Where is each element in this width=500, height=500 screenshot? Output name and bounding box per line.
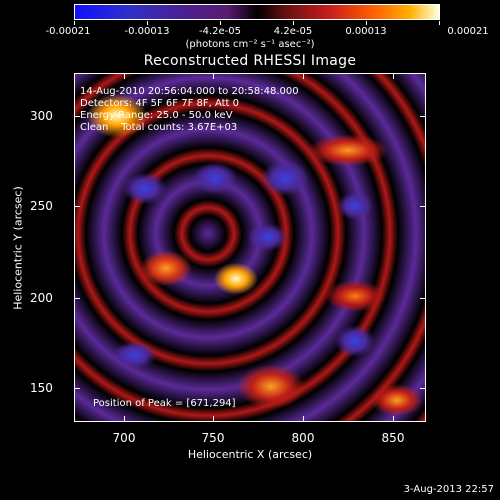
y-tick bbox=[420, 116, 426, 117]
time-range: 14-Aug-2010 20:56:04.000 to 20:58:48.000 bbox=[80, 86, 299, 97]
timestamp: 3-Aug-2013 22:57 bbox=[403, 484, 494, 495]
colorbar-tick-label: 4.2e-05 bbox=[273, 26, 313, 37]
colorbar-tick-label: 0.00021 bbox=[447, 26, 489, 37]
y-tick-label: 250 bbox=[30, 199, 53, 213]
x-tick-label: 700 bbox=[112, 431, 136, 445]
colorbar-units: (photons cm⁻² s⁻¹ asec⁻²) bbox=[185, 39, 315, 50]
x-tick-label: 850 bbox=[381, 431, 405, 445]
y-tick bbox=[74, 206, 80, 207]
colorbar-tick bbox=[293, 21, 294, 25]
rhessi-image bbox=[74, 73, 426, 422]
colorbar-tick bbox=[366, 21, 367, 25]
x-tick-label: 750 bbox=[201, 431, 225, 445]
y-tick-label: 150 bbox=[30, 381, 53, 395]
detectors: Detectors: 4F 5F 6F 7F 8F, Att 0 bbox=[80, 98, 240, 109]
x-tick bbox=[303, 416, 304, 422]
x-tick bbox=[213, 73, 214, 79]
energy-range: Energy Range: 25.0 - 50.0 keV bbox=[80, 110, 233, 121]
colorbar-tick bbox=[74, 21, 75, 25]
peak-position: Position of Peak = [671,294] bbox=[93, 398, 236, 409]
x-tick bbox=[124, 416, 125, 422]
image-annotation: 14-Aug-2010 20:56:04.000 to 20:58:48.000… bbox=[80, 86, 299, 134]
y-axis-title: Heliocentric Y (arcsec) bbox=[11, 186, 25, 310]
x-tick-label: 800 bbox=[291, 431, 315, 445]
y-tick bbox=[74, 388, 80, 389]
image-title: Reconstructed RHESSI Image bbox=[143, 53, 357, 69]
colorbar bbox=[74, 4, 440, 20]
x-tick bbox=[393, 73, 394, 79]
colorbar-tick bbox=[439, 21, 440, 25]
y-tick bbox=[420, 388, 426, 389]
x-tick bbox=[393, 416, 394, 422]
x-axis-title: Heliocentric X (arcsec) bbox=[187, 448, 313, 461]
colorbar-tick bbox=[147, 21, 148, 25]
x-tick bbox=[124, 73, 125, 79]
colorbar-tick-label: 0.00013 bbox=[345, 26, 387, 37]
colorbar-tick bbox=[220, 21, 221, 25]
y-tick bbox=[74, 116, 80, 117]
clean-counts: Clean Total counts: 3.67E+03 bbox=[80, 122, 238, 133]
colorbar-tick-label: -4.2e-05 bbox=[199, 26, 241, 37]
y-tick-label: 200 bbox=[30, 291, 53, 305]
x-tick bbox=[213, 416, 214, 422]
x-tick bbox=[303, 73, 304, 79]
y-tick-label: 300 bbox=[30, 109, 53, 123]
colorbar-tick-label: -0.00021 bbox=[45, 26, 91, 37]
colorbar-tick-label: -0.00013 bbox=[124, 26, 170, 37]
y-tick bbox=[420, 298, 426, 299]
y-tick bbox=[420, 206, 426, 207]
y-tick bbox=[74, 298, 80, 299]
